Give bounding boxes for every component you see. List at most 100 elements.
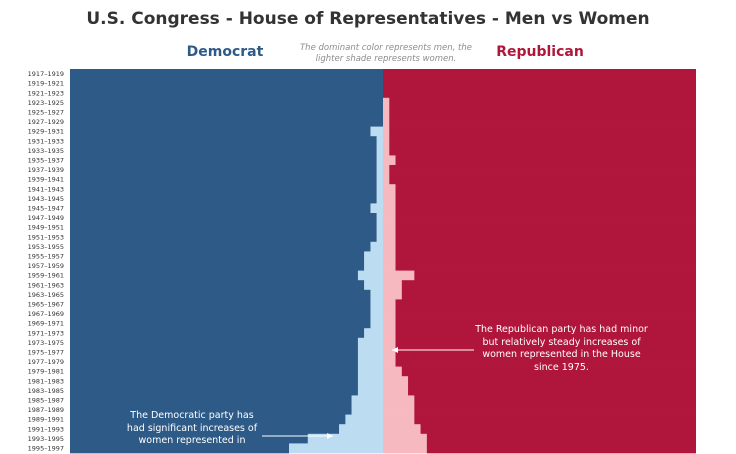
bar-dem-men (70, 385, 358, 396)
bar-dem-men (70, 232, 377, 243)
bar-rep-women (383, 357, 396, 367)
y-tick-label: 1931–1933 (28, 137, 64, 145)
color-note: The dominant color represents men, the l… (299, 43, 472, 64)
y-tick-label: 1941–1943 (28, 185, 64, 193)
y-tick-label: 1977–1979 (28, 358, 64, 366)
bar-dem-men (70, 126, 371, 137)
bar-rep-women (383, 213, 396, 223)
y-tick-label: 1993–1995 (28, 435, 64, 443)
bar-dem-women (376, 232, 383, 243)
bar-dem-men (70, 357, 358, 367)
bar-rep-men (395, 337, 696, 348)
bar-rep-men (395, 213, 696, 223)
bar-rep-men (420, 424, 696, 435)
bar-rep-women (383, 309, 396, 319)
bar-dem-women (364, 251, 383, 262)
bar-rep-women (383, 443, 427, 454)
bar-dem-men (70, 318, 371, 329)
y-tick-label: 1951–1953 (28, 233, 64, 241)
bar-rep-men (395, 193, 696, 204)
bar-rep-women (383, 318, 396, 329)
y-tick-label: 1925–1927 (28, 109, 64, 117)
bar-dem-women (376, 184, 383, 195)
bar-dem-men (70, 97, 383, 108)
bar-rep-women (383, 395, 415, 406)
bar-rep-men (395, 203, 696, 214)
bar-rep-men (389, 165, 696, 175)
bar-dem-men (70, 145, 377, 156)
bar-rep-women (383, 193, 396, 204)
bar-rep-men (395, 299, 696, 310)
y-tick-label: 1947–1949 (28, 214, 64, 222)
y-tick-label: 1935–1937 (28, 157, 64, 165)
y-tick-label: 1969–1971 (28, 320, 64, 328)
bar-dem-men (70, 299, 371, 310)
bar-rep-men (395, 347, 696, 358)
y-tick-label: 1961–1963 (28, 281, 64, 289)
bar-dem-women (357, 366, 383, 377)
bar-dem-men (70, 251, 365, 262)
bar-rep-women (383, 328, 396, 339)
bar-rep-women (383, 222, 396, 233)
bar-dem-women (345, 414, 383, 425)
y-tick-label: 1995–1997 (28, 445, 64, 453)
bar-rep-men (401, 366, 696, 377)
bar-rep-men (401, 289, 696, 300)
bar-dem-men (70, 155, 377, 166)
bar-dem-men (70, 222, 377, 233)
bar-rep-men (389, 107, 696, 118)
y-tick-label: 1945–1947 (28, 205, 64, 213)
bar-rep-women (383, 241, 396, 252)
bar-rep-women (383, 270, 415, 281)
bar-dem-men (70, 78, 383, 89)
bar-dem-men (70, 309, 371, 319)
y-tick-label: 1949–1951 (28, 224, 64, 232)
bar-dem-men (70, 88, 383, 99)
bar-rep-men (401, 280, 696, 291)
bar-rep-women (383, 97, 390, 108)
bar-dem-women (357, 347, 383, 358)
bar-rep-men (395, 261, 696, 271)
bar-dem-men (70, 165, 377, 175)
bar-rep-women (383, 184, 396, 195)
bar-dem-women (339, 424, 383, 435)
democrat-annotation: The Democratic party has had significant… (126, 410, 258, 446)
bar-dem-men (70, 280, 365, 291)
y-tick-label: 1991–1993 (28, 425, 64, 433)
y-tick-label: 1979–1981 (28, 368, 64, 376)
republican-annotation: The Republican party has had minor but r… (475, 324, 648, 373)
bar-rep-women (383, 424, 421, 435)
bar-dem-men (70, 395, 352, 406)
bar-rep-men (395, 184, 696, 195)
bar-rep-women (383, 405, 415, 415)
y-tick-label: 1929–1931 (28, 128, 64, 136)
bar-dem-women (370, 241, 383, 252)
bar-dem-men (70, 203, 371, 214)
bar-rep-men (395, 357, 696, 367)
bar-dem-women (357, 385, 383, 396)
bar-rep-men (395, 328, 696, 339)
y-tick-label: 1933–1935 (28, 147, 64, 155)
bar-rep-women (383, 385, 409, 396)
bar-dem-men (70, 184, 377, 195)
bar-dem-women (370, 126, 383, 137)
y-tick-label: 1919–1921 (28, 80, 64, 88)
bar-dem-men (70, 289, 371, 300)
y-tick-label: 1921–1923 (28, 89, 64, 97)
bar-dem-men (70, 405, 352, 415)
bar-rep-men (389, 145, 696, 156)
bar-rep-women (383, 107, 390, 118)
bar-rep-women (383, 347, 396, 358)
bar-rep-men (414, 395, 696, 406)
bars-group (70, 69, 696, 454)
bar-rep-men (389, 136, 696, 147)
bar-dem-men (70, 443, 290, 454)
democrat-label: Democrat (186, 44, 264, 60)
bar-rep-women (383, 280, 402, 291)
bar-dem-women (376, 136, 383, 147)
bar-rep-men (389, 97, 696, 108)
y-tick-label: 1917–1919 (28, 70, 64, 78)
bar-dem-women (376, 165, 383, 175)
